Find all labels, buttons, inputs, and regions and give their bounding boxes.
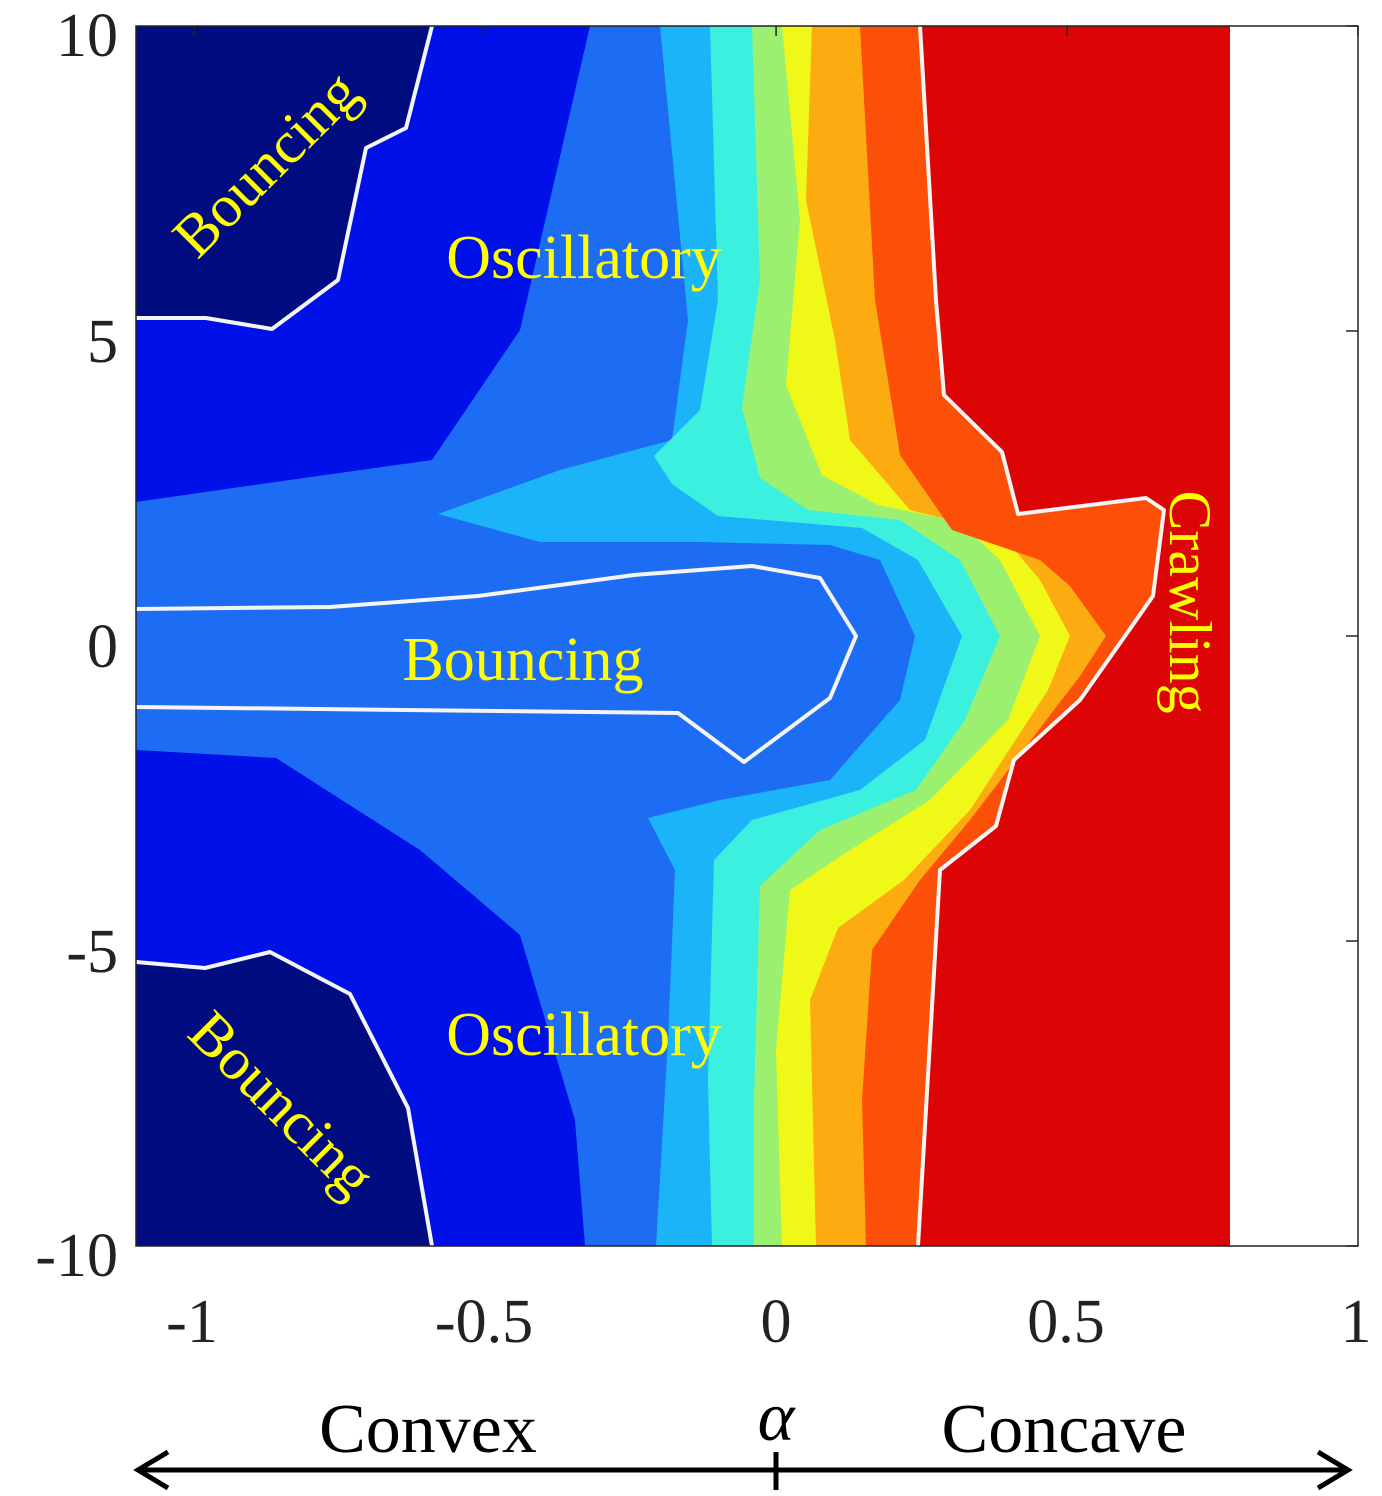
boundary-bouncing-top bbox=[136, 25, 434, 331]
alpha-symbol: α bbox=[758, 1379, 796, 1456]
x-tick-label-minus0.5: -0.5 bbox=[435, 1288, 533, 1356]
x-tick-label-0: 0 bbox=[761, 1288, 792, 1356]
arrow-head-right-icon bbox=[1316, 1449, 1353, 1491]
convex-label: Convex bbox=[319, 1391, 537, 1468]
arrow-head-left-icon bbox=[133, 1449, 170, 1491]
boundary-crawling bbox=[916, 25, 1166, 1247]
concave-label: Concave bbox=[942, 1391, 1187, 1468]
y-tick-label-10: 10 bbox=[56, 2, 118, 70]
y-tick-label-minus5: -5 bbox=[66, 918, 118, 986]
x-tick-label-1: 1 bbox=[1341, 1288, 1372, 1356]
phase-boundaries bbox=[135, 25, 1166, 1247]
region-label-bouncing-center: Bouncing bbox=[402, 626, 643, 694]
boundary-bouncing-bottom bbox=[135, 950, 434, 1247]
boundary-bouncing-center bbox=[135, 564, 858, 764]
region-label-oscillatory-bottom: Oscillatory bbox=[446, 1001, 722, 1069]
region-label-oscillatory-top: Oscillatory bbox=[446, 224, 722, 292]
region-label-crawling: Crawling bbox=[1157, 490, 1223, 713]
contour-fill-level-10 bbox=[918, 26, 1230, 1246]
filled-contours bbox=[136, 26, 1230, 1246]
y-tick-label-5: 5 bbox=[87, 308, 118, 376]
x-tick-label-0.5: 0.5 bbox=[1027, 1288, 1105, 1356]
y-tick-label-0: 0 bbox=[87, 613, 118, 681]
x-tick-label-minus1: -1 bbox=[166, 1288, 218, 1356]
axis-ticks bbox=[193, 25, 1359, 1247]
y-tick-label-minus10: -10 bbox=[35, 1222, 118, 1290]
